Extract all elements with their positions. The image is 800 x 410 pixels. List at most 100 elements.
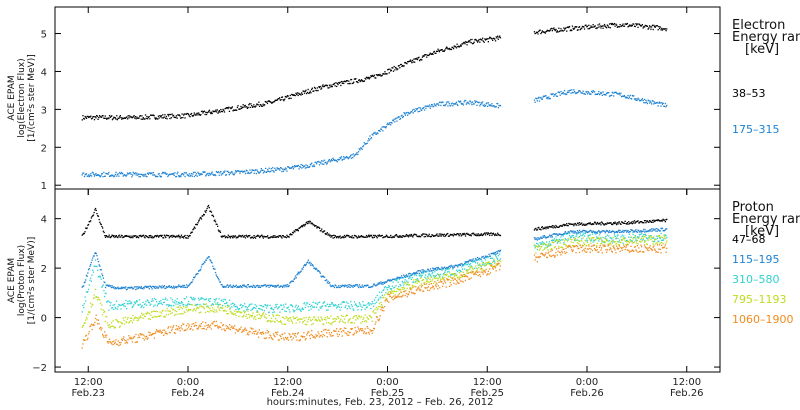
data-point [463,276,465,278]
data-point [215,320,217,322]
data-point [106,173,108,175]
data-point [607,240,609,242]
data-point [289,234,291,236]
data-point [648,100,650,102]
data-point [220,108,222,111]
data-point [126,118,129,120]
data-point [395,290,397,293]
data-point [332,237,334,239]
data-point [631,98,633,100]
data-point [108,117,110,120]
data-point [125,235,127,237]
data-point [420,283,423,285]
data-point [568,245,570,247]
data-point [292,232,294,234]
data-point [427,235,429,238]
data-point [600,243,602,245]
data-point [579,231,581,233]
data-point [282,286,284,289]
data-point [595,233,597,235]
data-point [215,174,217,177]
legend-entry: 175–315 [732,123,780,136]
data-point [149,304,151,306]
data-point [345,314,348,316]
data-point [177,303,179,305]
data-point [571,91,574,94]
data-point [535,252,537,254]
data-point [338,286,341,288]
data-point [543,31,545,33]
data-point [140,286,143,288]
data-point [542,243,544,246]
data-point [558,226,560,228]
data-point [108,234,110,236]
data-point [635,239,637,241]
data-point [398,278,401,280]
data-point [216,311,218,313]
data-point [108,309,110,311]
data-point [229,324,231,326]
data-point [350,157,352,159]
y-tick-label: 2 [41,143,47,154]
data-point [204,261,206,263]
data-point [180,234,183,236]
data-point [131,302,133,304]
data-point [290,234,292,236]
data-point [143,234,145,236]
data-point [120,236,122,238]
data-point [302,320,304,323]
data-point [568,26,570,29]
data-point [105,292,107,295]
data-point [347,235,349,237]
data-point [105,315,107,318]
data-point [352,153,355,155]
data-point [360,80,362,82]
data-point [284,318,286,320]
data-point [211,214,213,216]
data-point [409,112,411,114]
data-point [272,235,274,237]
data-point [452,267,454,269]
data-point [344,80,346,83]
data-point [175,301,178,303]
data-point [550,93,552,95]
data-point [187,174,189,176]
data-point [132,116,134,118]
data-point [541,241,543,243]
data-point [390,291,392,294]
data-point [142,337,144,340]
data-point [171,312,173,314]
data-point [177,175,180,177]
data-point [533,244,536,246]
data-point [332,285,334,287]
data-point [144,175,146,177]
data-point [251,236,253,238]
data-point [636,99,638,101]
data-point [450,234,452,236]
data-point [487,261,489,263]
data-point [618,239,621,241]
data-point [316,306,318,308]
data-point [175,176,177,178]
data-point [142,288,144,290]
data-point [240,312,242,314]
data-point [323,230,326,232]
data-point [98,264,100,266]
data-point [350,79,352,81]
data-point [299,309,302,312]
data-point [443,50,445,52]
data-point [277,235,279,238]
data-point [280,167,282,169]
data-point [533,31,536,33]
data-point [602,91,604,93]
data-point [372,134,374,136]
data-point [272,285,274,287]
data-point [348,82,351,85]
data-point [607,230,609,233]
data-point [436,233,438,235]
data-point [221,307,223,309]
data-point [81,174,83,176]
data-point [355,315,358,317]
data-point [538,238,541,240]
data-point [168,313,170,316]
